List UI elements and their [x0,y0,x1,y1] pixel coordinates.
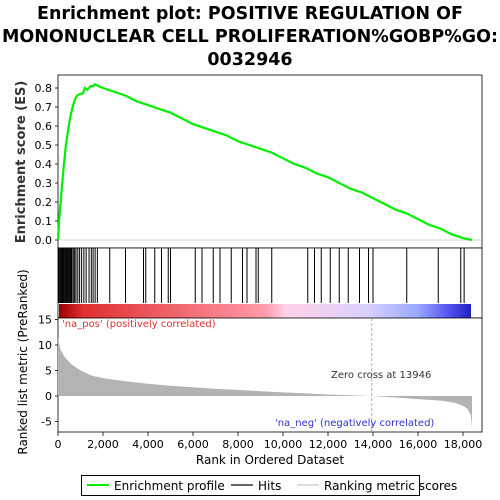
legend-hits-swatch [231,484,253,486]
positive-correlation-label: 'na_pos' (positively correlated) [62,319,216,330]
es-panel [57,74,483,249]
legend-enrichment-label: Enrichment profile [114,479,225,493]
chart-title-line-2: MONONUCLEAR CELL PROLIFERATION%GOBP%GO: [1,27,498,47]
es-y-tick-label: 0.7 [35,101,53,114]
metric-y-tick-label: 0 [45,390,52,403]
x-tick-label: 4,000 [132,438,164,451]
x-tick-label: 10,000 [264,438,303,451]
es-y-tick-label: 0.3 [35,177,53,190]
es-y-tick-label: 0.5 [35,139,53,152]
metric-y-tick-label: 10 [38,339,52,352]
zero-cross-label: Zero cross at 13946 [331,370,431,381]
x-tick-label: 0 [55,438,62,451]
legend-hits-label: Hits [258,479,282,493]
x-tick-label: 6,000 [177,438,209,451]
es-y-tick-label: 0.4 [35,158,53,171]
x-axis: 0 2,000 4,000 6,000 8,000 10,000 12,000 14,000 1… [55,432,483,451]
metric-y-tick-label: 5 [45,365,52,378]
legend-enrichment-swatch [87,484,109,486]
x-tick-label: 8,000 [222,438,254,451]
x-tick-label: 12,000 [309,438,348,451]
metric-y-tick-label: 15 [38,314,52,327]
x-tick-label: 16,000 [399,438,438,451]
es-y-tick-label: 0.2 [35,196,53,209]
rank-color-bar [59,304,471,318]
enrichment-profile-line [56,82,473,242]
chart-title-line-3: 0032946 [207,50,293,70]
es-y-tick-label: 0.8 [35,82,53,95]
x-tick-label: 14,000 [354,438,393,451]
es-y-tick-label: 0.6 [35,120,53,133]
hits-marks [57,248,465,303]
metric-y-tick-label: -5 [41,416,52,429]
x-tick-label: 18,000 [444,438,483,451]
legend-metric-swatch [297,484,319,486]
legend: Enrichment profile Hits Ranking metric s… [81,475,457,496]
legend-metric-label: Ranking metric scores [324,479,458,493]
es-y-tick-label: 0.1 [35,215,53,228]
x-axis-label: Rank in Ordered Dataset [196,453,344,467]
x-tick-label: 2,000 [87,438,119,451]
chart-title: Enrichment plot: POSITIVE REGULATION OF … [0,3,500,72]
metric-y-axis: -5 0 5 10 15 [38,314,58,429]
ranking-metric-area [58,337,472,430]
es-y-axis: 0.0 0.1 0.2 0.3 0.4 0.5 0.6 0.7 0.8 [35,82,58,247]
chart-title-line-1: Enrichment plot: POSITIVE REGULATION OF [37,4,463,24]
es-y-label: Enrichment score (ES) [14,81,29,244]
es-y-tick-label: 0.0 [35,234,53,247]
metric-y-label: Ranked list metric (PreRanked) [16,269,30,454]
negative-correlation-label: 'na_neg' (negatively correlated) [275,418,434,429]
